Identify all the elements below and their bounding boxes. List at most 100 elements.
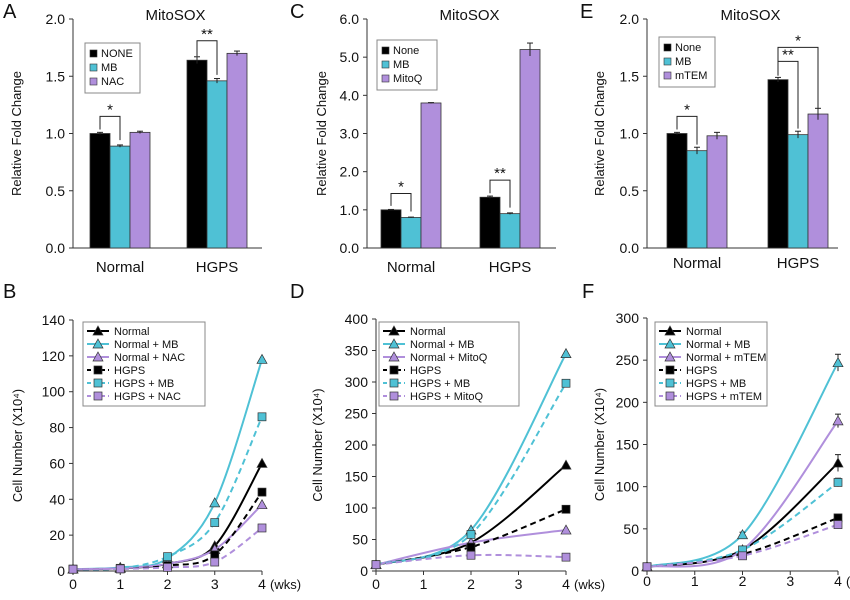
panel-d-y-tick-label: 50 — [352, 532, 368, 548]
panel-f-y-tick-label: 100 — [616, 479, 640, 495]
panel-a-y-tick-label: 2.0 — [46, 11, 66, 27]
panel-f-point — [738, 551, 747, 561]
panel-e-legend-swatch — [663, 71, 672, 80]
panel-c-legend-swatch — [381, 60, 390, 69]
panel-e-y-axis-label: Relative Fold Change — [592, 71, 607, 196]
panel-e-significance-label: ** — [782, 46, 794, 63]
panel-d-legend-label: Normal — [410, 326, 445, 338]
panel-a-significance-bracket — [196, 40, 218, 75]
panel-d-legend-point — [388, 325, 400, 336]
panel-d-y-tick-label: 350 — [345, 343, 369, 359]
panel-e: E MitoSOX 0.0 0.5 1.0 1.5 2.0 Relative Fold Cha… — [580, 1, 838, 272]
panel-d-y-tick-label: 400 — [345, 311, 369, 327]
panel-f-legend-point — [665, 365, 675, 375]
panel-d-y-tick-label: 150 — [345, 469, 369, 485]
panel-f-x-tick-label: 3 — [786, 573, 794, 589]
panel-c-y-tick-label: 1.0 — [340, 202, 360, 218]
panel-f-legend-point — [664, 325, 676, 336]
panel-f-point — [833, 520, 843, 529]
panel-b-x-tick-label: 1 — [116, 576, 124, 592]
panel-b-y-tick-label: 0 — [57, 563, 65, 579]
panel-a-legend-label: NONE — [101, 48, 133, 60]
panel-b-y-tick-label: 40 — [49, 491, 65, 507]
panel-d-x-tick-label: 2 — [467, 576, 475, 592]
panel-d-legend-box — [378, 321, 520, 407]
panel-a-legend-swatch — [89, 49, 98, 58]
panel-c-significance-bracket — [489, 179, 511, 208]
panel-c-category-label: Normal — [387, 259, 435, 276]
panel-d-point — [466, 542, 476, 552]
panel-f-y-tick-label: 50 — [623, 521, 639, 537]
panel-d-legend-label: Normal + MitoQ — [410, 352, 488, 364]
panel-f-legend-label: Normal + mTEM — [686, 352, 766, 364]
panel-f-x-tick-label: 4 — [834, 573, 842, 589]
panel-b-point — [210, 518, 220, 527]
panel-a-y-axis-label: Relative Fold Change — [9, 71, 24, 196]
panel-f-series-line — [646, 523, 839, 568]
panel-f-letter: F — [582, 281, 594, 303]
panel-d-y-tick-label: 0 — [360, 563, 368, 579]
panel-c-bar — [420, 102, 442, 249]
panel-b-legend-label: Normal + NAC — [114, 352, 185, 364]
panel-c-bar — [479, 196, 501, 249]
panel-a-y-tick-label: 1.5 — [46, 68, 66, 84]
panel-a-bar — [89, 133, 111, 249]
panel-d-point — [561, 504, 571, 514]
panel-e-significance-label: * — [795, 32, 801, 49]
panel-c-category-label: HGPS — [489, 259, 532, 276]
panel-c-legend-label: MB — [393, 59, 410, 71]
panel-b-point — [115, 564, 125, 574]
panel-b-x-tick-label: 4 — [258, 576, 266, 592]
panel-e-y-tick-label: 1.0 — [620, 126, 640, 142]
panel-e-title: MitoSOX — [720, 7, 780, 24]
panel-b-point — [257, 412, 267, 422]
panel-b-y-tick-label: 20 — [49, 527, 65, 543]
panel-a-y-tick-label: 1.0 — [46, 126, 66, 142]
panel-e-significance-bracket — [676, 115, 698, 145]
panel-b-y-tick-label: 120 — [42, 348, 66, 364]
panel-b-point — [256, 498, 268, 510]
panel-a-letter: A — [3, 1, 17, 23]
panel-e-bar — [807, 113, 829, 249]
panel-b-legend-label: HGPS + NAC — [114, 391, 181, 403]
panel-e-legend-swatch — [663, 43, 672, 52]
panel-d-legend-point — [389, 391, 399, 401]
panel-e-legend-swatch — [663, 57, 672, 66]
panel-b-y-tick-label: 60 — [49, 455, 65, 471]
panel-c: C MitoSOX 0.0 1.0 2.0 3.0 4.0 5.0 6.0 Relative Fo… — [290, 1, 556, 276]
panel-f-y-tick-label: 200 — [616, 394, 640, 410]
panel-a-bar — [226, 52, 248, 249]
panel-b-y-tick-label: 100 — [42, 384, 66, 400]
panel-b-legend-point — [93, 365, 103, 375]
panel-a-title: MitoSOX — [145, 7, 205, 24]
panel-d-y-tick-label: 200 — [345, 437, 369, 453]
panel-b-legend-point — [92, 325, 104, 336]
panel-c-letter: C — [290, 1, 304, 23]
panel-e-significance-bracket — [777, 46, 819, 109]
panel-e-bar — [686, 150, 708, 249]
panel-a-y-tick-label: 0.5 — [46, 183, 66, 199]
panel-e-legend-label: MB — [675, 56, 692, 68]
panel-e-legend-label: mTEM — [675, 70, 707, 82]
panel-f-legend-point — [664, 338, 676, 349]
panel-d-x-unit-label: (wks) — [574, 577, 605, 592]
panel-b-point — [210, 550, 220, 560]
panel-b-point — [163, 563, 172, 572]
panel-f-y-axis-label: Cell Number (X10⁴) — [592, 388, 607, 501]
panel-d-legend-point — [389, 365, 399, 375]
panel-a-y-tick-label: 0.0 — [46, 240, 66, 256]
panel-d-point — [560, 459, 572, 470]
panel-d-x-tick-label: 4 — [562, 576, 570, 592]
panel-f-legend-label: Normal — [686, 326, 721, 338]
panel-d-legend-point — [388, 338, 400, 349]
panel-f-y-tick-label: 150 — [616, 437, 640, 453]
panel-e-category-label: HGPS — [777, 255, 820, 272]
panel-d-legend-label: HGPS — [410, 365, 441, 377]
panel-f-legend-point — [664, 351, 676, 362]
panel-d-y-tick-label: 300 — [345, 374, 369, 390]
panel-b-legend-point — [93, 378, 103, 388]
panel-f-point — [642, 562, 652, 572]
panel-e-y-tick-label: 0.0 — [620, 240, 640, 256]
panel-d-legend-point — [388, 351, 400, 362]
panel-a-bar — [186, 59, 208, 249]
